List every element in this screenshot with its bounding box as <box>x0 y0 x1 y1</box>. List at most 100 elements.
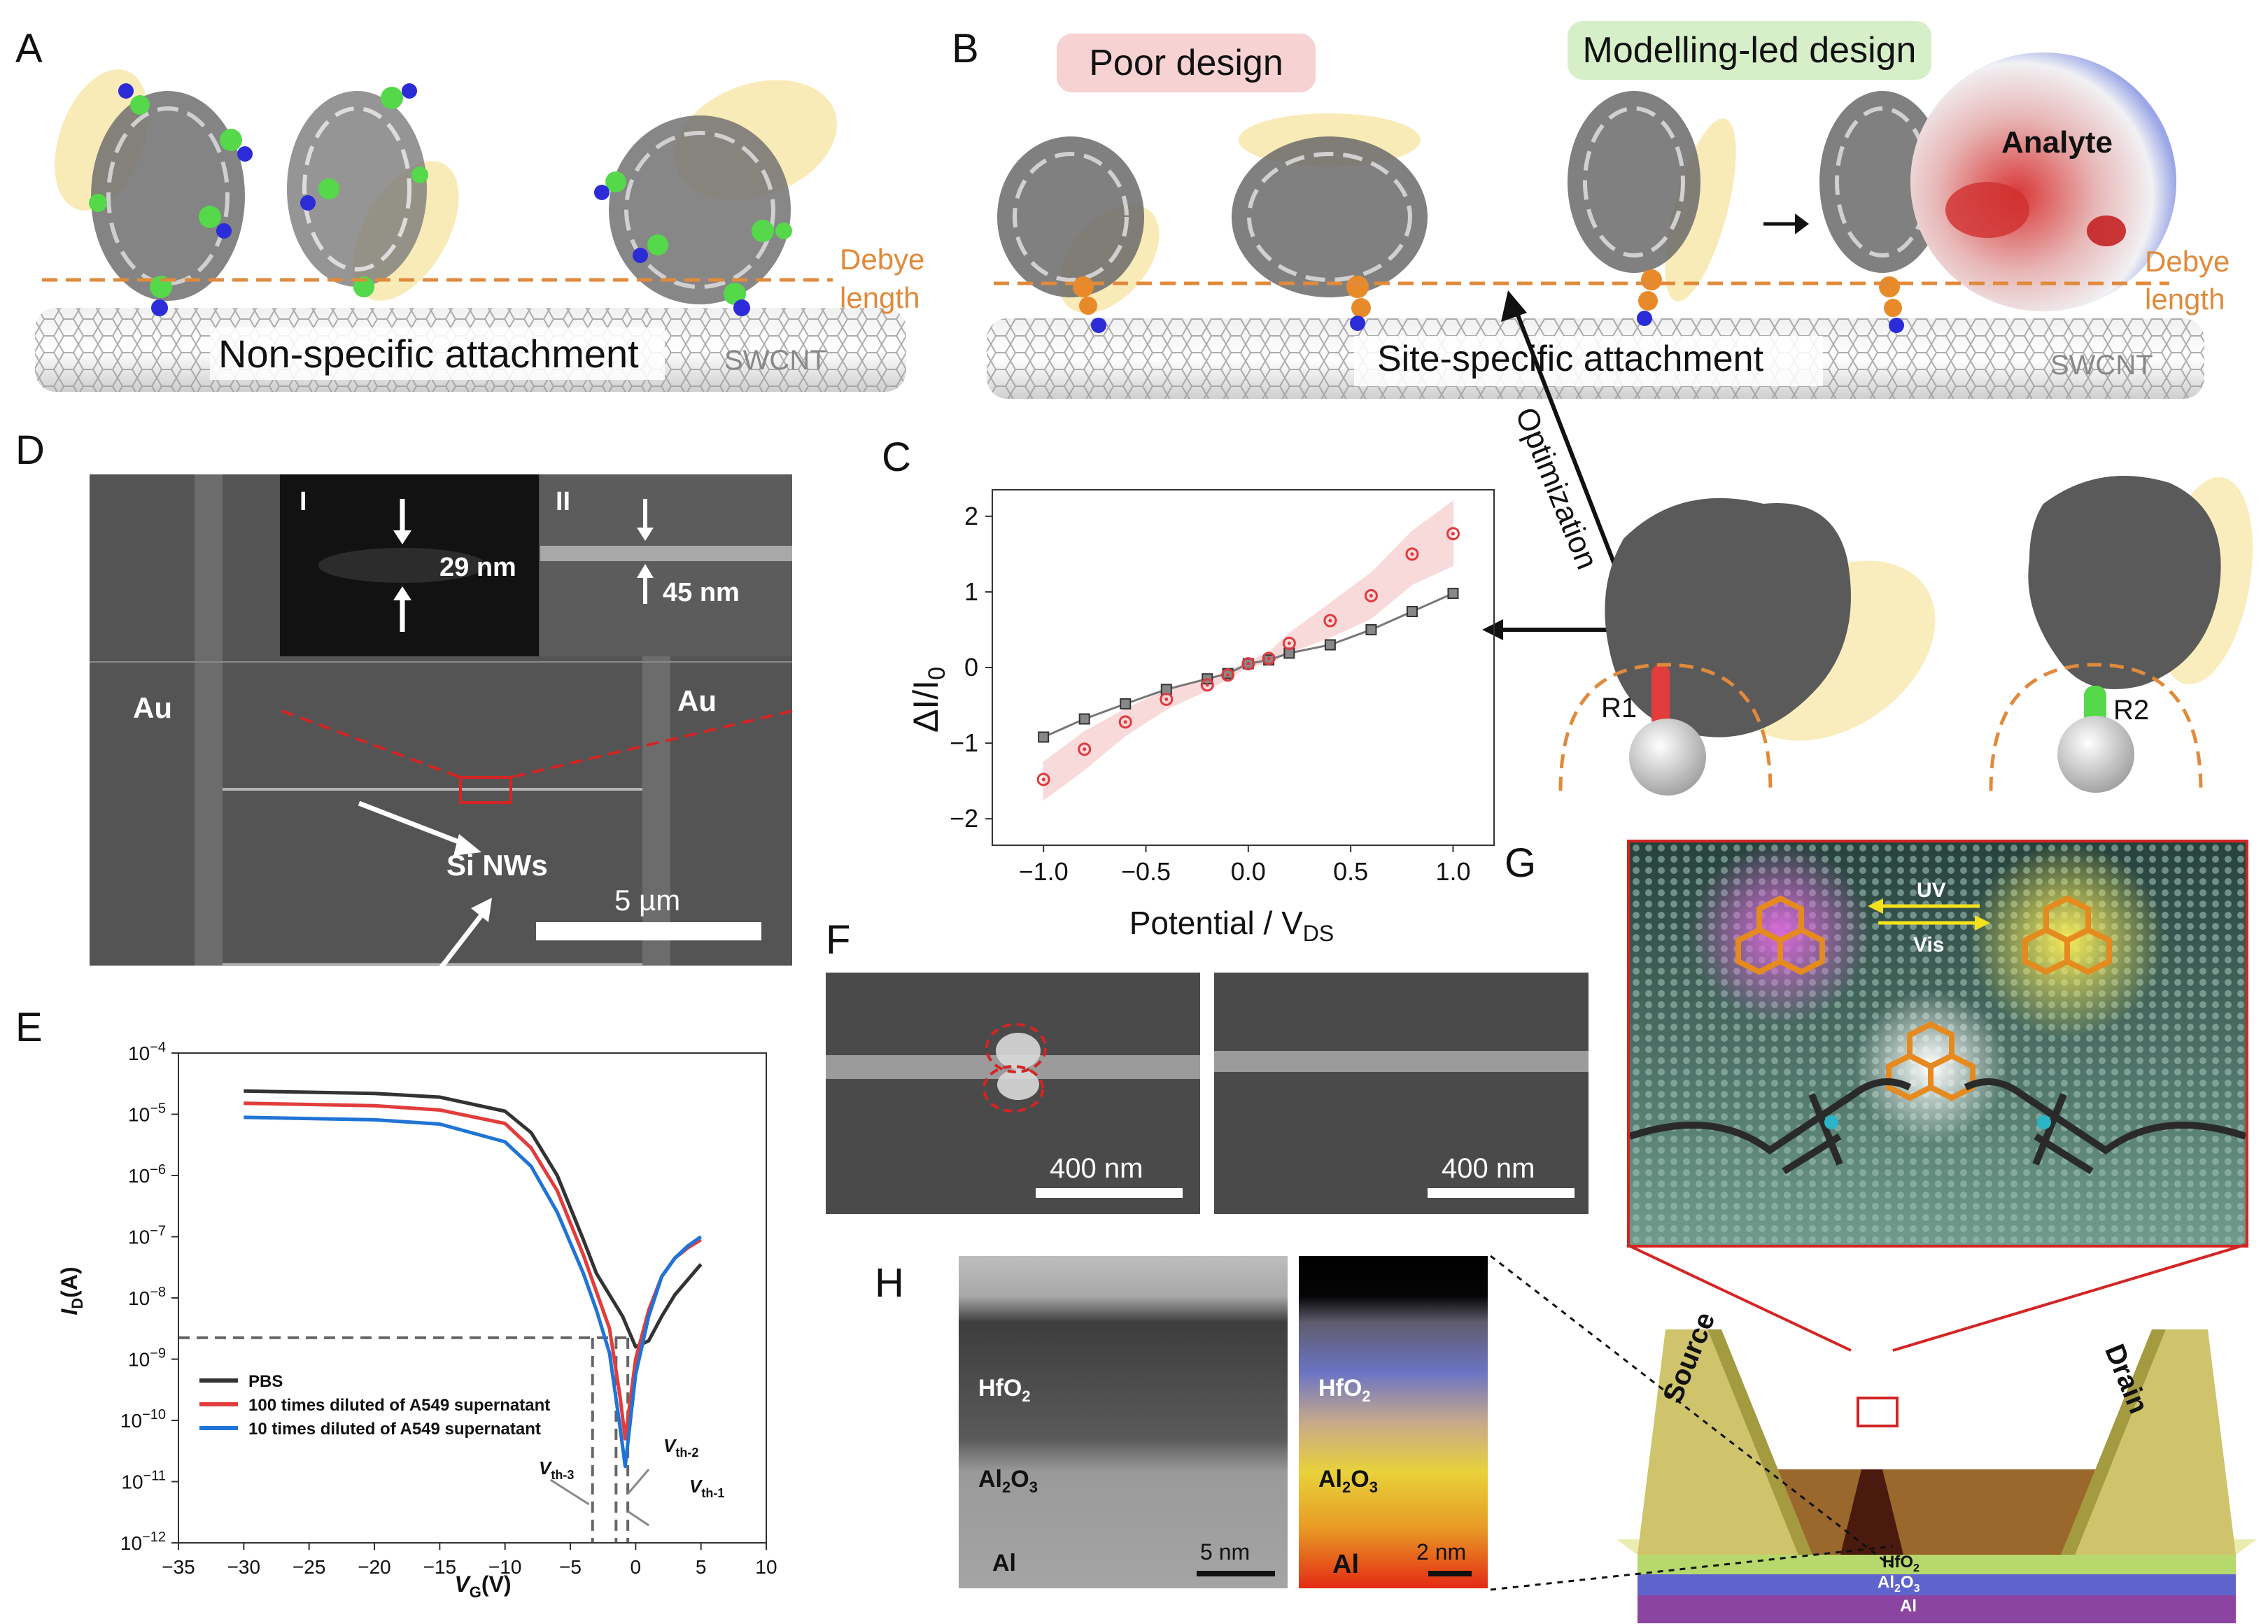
sem-image-d: Au Au Si NWs 5 µm <box>90 474 792 966</box>
analyte-surface <box>1910 52 2176 311</box>
chart-c-point-circle <box>1241 657 1255 671</box>
chart-e-xtick-label: −25 <box>293 1556 326 1578</box>
tem-image-h: HfO2 Al2O3 Al 5 nm <box>959 1256 1288 1588</box>
chart-c-point-circle-core <box>1205 683 1209 687</box>
panel-c: C −1.0 −0.5 0.0 0.5 1.0 −2 −1 0 1 2 ΔI/I0 Potenti… <box>868 427 1512 945</box>
chart-e-ytick-label: 10−11 <box>121 1469 166 1493</box>
panel-g: G <box>1505 833 2268 1624</box>
chart-c-point-circle <box>1078 742 1092 756</box>
nanowire-label: Si NWs <box>446 849 548 882</box>
chart-e-ytick-label: 10−6 <box>128 1162 166 1187</box>
sem-image-f-left: 400 nm <box>826 973 1200 1214</box>
eds-hfo2-label: HfO2 <box>1318 1375 1371 1405</box>
electrode-right-label: Au <box>677 684 717 717</box>
panel-label-g: G <box>1505 840 1537 886</box>
chart-c-point-circle-core <box>1246 662 1251 666</box>
eds-scale-label: 2 nm <box>1416 1539 1467 1565</box>
inset-1-width: 29 nm <box>439 553 516 582</box>
chart-c-point-square <box>1365 623 1377 635</box>
chart-c-ytick-label: 0 <box>964 653 978 682</box>
inset-2-width: 45 nm <box>663 578 740 607</box>
residue-r2-label: R2 <box>2113 695 2149 726</box>
eds-map-h: HfO2 Al2O3 Al 2 nm <box>1299 1256 1488 1588</box>
chart-c-point-circle <box>1323 614 1337 628</box>
panel-label-d: D <box>15 428 45 473</box>
chart-e-legend-label: 10 times diluted of A549 supernatant <box>248 1420 541 1439</box>
chart-c-ylabel: ΔI/I0 <box>906 667 950 733</box>
chart-e-ytick-label: 10−12 <box>120 1530 166 1554</box>
attachment-label-a: Non-specific attachment <box>218 332 639 376</box>
chart-c-point-circle-core <box>1164 697 1169 701</box>
chart-e-ylabel: ID(A) <box>57 1266 86 1315</box>
chart-e-ytick-label: 10−7 <box>128 1224 166 1248</box>
chart-c-ytick-label: −1 <box>950 728 978 757</box>
eds-al-label: Al <box>1332 1550 1359 1579</box>
protein-b-1 <box>997 136 1160 333</box>
panel-d: D Au Au Si NWs 5 µm <box>0 420 805 973</box>
chart-c-ytick-label: 2 <box>964 502 978 530</box>
chart-c-xlabel: Potential / VDS <box>1129 905 1334 945</box>
inset-2: II 45 nm <box>540 474 792 656</box>
protein-b-2 <box>1232 113 1428 331</box>
panel-label-h: H <box>875 1260 904 1306</box>
chart-e-ytick-label: 10−10 <box>120 1407 166 1432</box>
protein-a-1 <box>55 69 253 316</box>
electrode-left-label: Au <box>133 691 172 724</box>
chart-e-xtick-label: 0 <box>631 1556 642 1578</box>
chart-e-ytick-label: 10−4 <box>128 1040 166 1064</box>
chart-c-point-circle-core <box>1041 777 1045 782</box>
tem-al2o3-label: Al2O3 <box>978 1466 1038 1496</box>
scale-label-f-right: 400 nm <box>1442 1153 1535 1184</box>
chart-c-point-circle-core <box>1267 656 1271 661</box>
chart-e-xtick-label: 5 <box>696 1556 707 1578</box>
chart-e-vth-pointer <box>549 1478 590 1506</box>
debye-label-a-1: Debye <box>840 243 924 276</box>
panel-label-f: F <box>826 917 851 963</box>
protein-a-2 <box>287 83 459 301</box>
vth-3-label: Vth-3 <box>539 1457 574 1482</box>
vth-1-label: Vth-1 <box>689 1476 724 1500</box>
tube-label-a: SWCNT <box>724 345 827 376</box>
chart-c-point-circle-core <box>1123 720 1127 724</box>
chart-e-xlabel: VG(V) <box>454 1572 511 1601</box>
chart-c: −1.0 −0.5 0.0 0.5 1.0 −2 −1 0 1 2 ΔI/I0 Potential… <box>906 489 1495 945</box>
panel-label-b: B <box>952 26 979 71</box>
chart-c-point-circle-core <box>1328 619 1332 623</box>
chart-e-ytick-label: 10−8 <box>128 1285 166 1309</box>
uv-label: UV <box>1917 879 1946 902</box>
inset-2-label: II <box>556 487 571 516</box>
chart-e-xtick-label: −20 <box>358 1556 391 1578</box>
chart-c-xtick-label: 1.0 <box>1435 857 1470 886</box>
chart-e-xtick-label: −5 <box>559 1556 582 1578</box>
modelling-design-label: Modelling-led design <box>1568 21 1931 80</box>
chart-c-point-circle <box>1200 678 1214 692</box>
chart-c-point-square <box>1406 606 1418 618</box>
panel-a-illustration: Debye length Non-specific attachment SWC… <box>35 69 924 392</box>
chart-c-point-circle-core <box>1410 552 1414 556</box>
protein-r2 <box>1989 476 2253 793</box>
device-schematic <box>1617 1243 2257 1623</box>
scale-label-f-left: 400 nm <box>1050 1153 1143 1184</box>
chart-c-xtick-label: −1.0 <box>1019 857 1069 886</box>
chart-e-xtick-label: 10 <box>755 1556 777 1578</box>
sem-image-f-right: 400 nm <box>1214 973 1589 1214</box>
panel-h: H HfO2 Al2O3 Al 5 nm <box>875 1252 1491 1609</box>
chart-c-point-square <box>1038 731 1050 743</box>
chart-c-point-square <box>1120 698 1132 709</box>
chart-e-frame <box>178 1052 767 1544</box>
tube-label-b: SWCNT <box>2050 350 2153 381</box>
chart-e-legend-label: PBS <box>248 1372 283 1391</box>
debye-label-b-2: length <box>2145 283 2225 316</box>
chart-e-xtick-label: −15 <box>423 1556 457 1578</box>
protein-r1 <box>1558 497 1936 796</box>
chart-c-point-square <box>1078 713 1090 725</box>
chart-c-confidence-band <box>1043 500 1454 801</box>
chart-c-point-circle-core <box>1451 532 1455 536</box>
device-al-label: Al <box>1900 1597 1917 1616</box>
tem-al-label: Al <box>992 1550 1016 1576</box>
vth-2-label: Vth-2 <box>663 1435 698 1460</box>
panel-e: E −35 −30 −25 −20 −15 −10 −5 0 5 10 10−12 10−11 10−1… <box>0 976 819 1606</box>
chart-e-xtick-label: −30 <box>227 1556 261 1578</box>
chart-c-point-circle <box>1282 636 1296 650</box>
chart-c-point-square <box>1447 588 1459 600</box>
